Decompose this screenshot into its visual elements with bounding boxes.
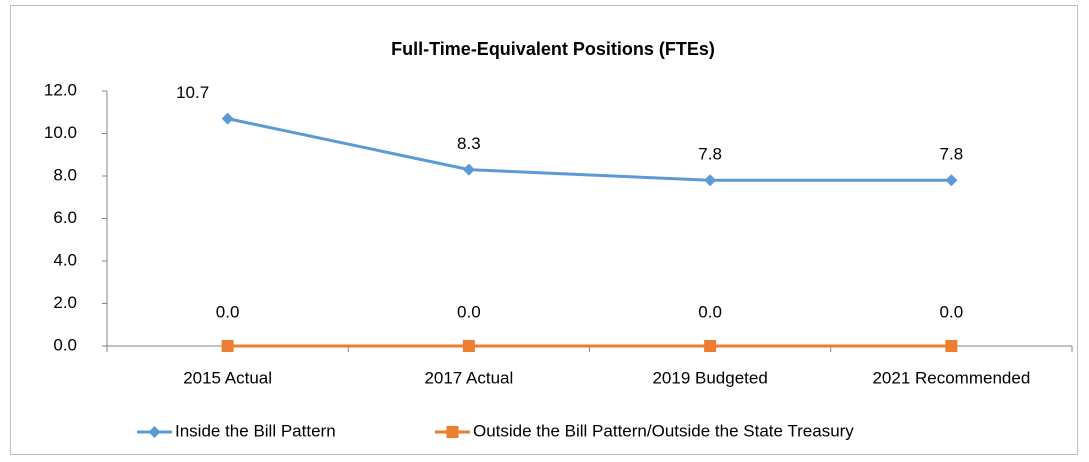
y-tick-label: 12.0 <box>44 80 77 99</box>
data-label: 0.0 <box>216 302 240 321</box>
series-line <box>227 117 952 182</box>
marker <box>221 112 234 125</box>
marker <box>945 340 958 352</box>
data-label: 7.8 <box>940 145 964 164</box>
y-tick-label: 6.0 <box>53 208 77 227</box>
chart-border <box>10 5 1078 455</box>
data-label: 0.0 <box>457 302 481 321</box>
x-tick-label: 2017 Actual <box>424 368 513 387</box>
legend-marker <box>148 426 161 438</box>
marker <box>945 174 958 187</box>
legend-label: Inside the Bill Pattern <box>175 421 336 440</box>
data-label: 8.3 <box>457 134 481 153</box>
y-tick-label: 4.0 <box>53 250 77 269</box>
legend-label: Outside the Bill Pattern/Outside the Sta… <box>473 421 854 440</box>
y-tick-label: 0.0 <box>53 335 77 354</box>
marker <box>462 340 475 352</box>
data-label: 0.0 <box>940 302 964 321</box>
y-tick-label: 2.0 <box>53 293 77 312</box>
marker <box>704 340 717 352</box>
data-label: 10.7 <box>176 83 209 102</box>
y-tick-label: 8.0 <box>53 165 77 184</box>
marker <box>704 174 717 187</box>
x-tick-label: 2021 Recommended <box>872 368 1030 387</box>
legend-marker <box>446 426 459 438</box>
x-tick-label: 2015 Actual <box>183 368 272 387</box>
data-label: 7.8 <box>698 145 722 164</box>
marker <box>221 340 234 352</box>
marker <box>462 163 475 176</box>
y-tick-label: 10.0 <box>44 123 77 142</box>
data-label: 0.0 <box>698 302 722 321</box>
chart-title: Full-Time-Equivalent Positions (FTEs) <box>391 39 715 59</box>
x-tick-label: 2019 Budgeted <box>652 368 767 387</box>
